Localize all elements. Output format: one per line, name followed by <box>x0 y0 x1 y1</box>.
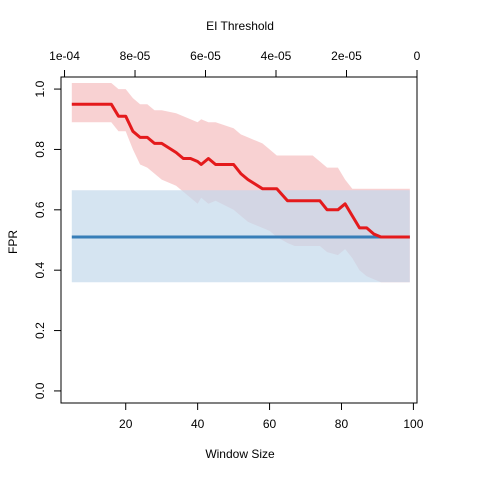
y-tick-label: 1.0 <box>33 80 47 97</box>
x-tick-label: 80 <box>335 417 349 431</box>
y-tick-label: 0.2 <box>33 322 47 339</box>
x-tick-label: 20 <box>119 417 133 431</box>
y-axis-title: FPR <box>6 230 20 254</box>
y-tick-label: 0.0 <box>33 382 47 399</box>
top-tick-label: 1e-04 <box>49 49 80 63</box>
top-tick-label: 8e-05 <box>120 49 151 63</box>
top-tick-label: 2e-05 <box>331 49 362 63</box>
x-tick-label: 60 <box>263 417 277 431</box>
window-size-line <box>71 102 410 239</box>
top-axis-title: EI Threshold <box>206 19 274 33</box>
series-lines <box>71 102 410 239</box>
x-tick-label: 40 <box>191 417 205 431</box>
top-tick-label: 6e-05 <box>190 49 221 63</box>
top-tick-label: 0 <box>414 49 421 63</box>
y-tick-label: 0.4 <box>33 262 47 279</box>
axes: 20 40 60 80 100 0.0 0.2 0.4 0.6 0.8 1.0 1e-04 8e-05 6… <box>33 49 424 431</box>
y-tick-label: 0.6 <box>33 201 47 218</box>
x-axis-title: Window Size <box>205 447 275 461</box>
top-tick-label: 4e-05 <box>261 49 292 63</box>
x-tick-label: 100 <box>403 417 423 431</box>
y-tick-label: 0.8 <box>33 141 47 158</box>
